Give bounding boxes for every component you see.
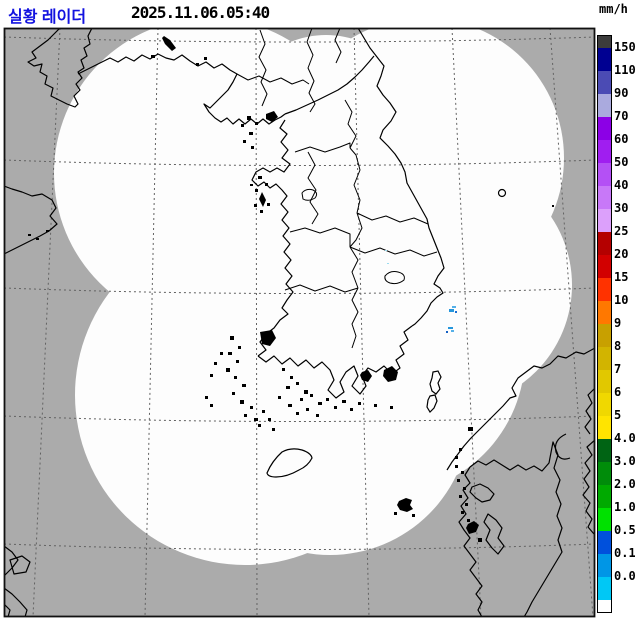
jeju-island [266, 448, 313, 478]
colorbar-tick-label: 150 [614, 40, 635, 54]
colorbar-segment [598, 393, 611, 416]
colorbar-tick-label: 1.0 [614, 500, 635, 514]
tsushima-island [429, 370, 442, 395]
colorbar-segment [598, 324, 611, 347]
colorbar-segment [598, 163, 611, 186]
colorbar-segment [598, 577, 611, 600]
colorbar-tick-label: 40 [614, 178, 629, 192]
colorbar-segment [598, 439, 611, 462]
map-frame [3, 27, 596, 618]
colorbar-segment [598, 301, 611, 324]
header: 실황 레이더 2025.11.06.05:40 [0, 0, 635, 27]
colorbar-tick-label: 10 [614, 293, 629, 307]
radar-coverage-area [54, 28, 572, 565]
colorbar-tick-label: 3.0 [614, 454, 635, 468]
colorbar-segment [598, 255, 611, 278]
colorbar-segment [598, 48, 611, 71]
colorbar-tick-label: 4.0 [614, 431, 635, 445]
colorbar-segment [598, 209, 611, 232]
page-title: 실황 레이더 [8, 9, 87, 26]
colorbar-segment [598, 186, 611, 209]
colorbar-segment [598, 370, 611, 393]
colorbar-tick-label: 7 [614, 362, 622, 376]
colorbar-tick-label: 0.5 [614, 523, 635, 537]
colorbar-tick-label: 70 [614, 109, 629, 123]
colorbar-segment [598, 416, 611, 439]
colorbar-segment [598, 140, 611, 163]
colorbar-segment [598, 485, 611, 508]
unit-label: mm/h [599, 2, 628, 16]
colorbar-segment [598, 278, 611, 301]
colorbar-tick-label: 8 [614, 339, 622, 353]
colorbar-scale [597, 35, 612, 613]
colorbar-segment [598, 71, 611, 94]
colorbar-segment [598, 554, 611, 577]
colorbar-segment [598, 347, 611, 370]
colorbar-tick-label: 25 [614, 224, 629, 238]
colorbar-tick-label: 90 [614, 86, 629, 100]
colorbar-segment [598, 508, 611, 531]
colorbar-tick-label: 0.1 [614, 546, 635, 560]
colorbar-tick-label: 5 [614, 408, 622, 422]
colorbar-segment [598, 531, 611, 554]
outlined-islands [266, 188, 507, 478]
colorbar-tick-label: 0.0 [614, 569, 635, 583]
province-borders [236, 28, 438, 349]
colorbar-tick-label: 15 [614, 270, 629, 284]
colorbar-tick-label: 20 [614, 247, 629, 261]
graticule-grid [4, 28, 595, 617]
colorbar-tick-label: 60 [614, 132, 629, 146]
colorbar-segment-bottom [598, 600, 611, 612]
colorbar-tick-label: 2.0 [614, 477, 635, 491]
observation-timestamp: 2025.11.06.05:40 [131, 3, 270, 22]
colorbar-segment-top [598, 36, 611, 48]
colorbar-tick-label: 6 [614, 385, 622, 399]
islands [28, 36, 554, 542]
colorbar-tick-label: 30 [614, 201, 629, 215]
colorbar-segment [598, 117, 611, 140]
colorbar-segment [598, 94, 611, 117]
ulleungdo-island [497, 188, 507, 198]
coastlines [4, 28, 595, 617]
colorbar-tick-label: 50 [614, 155, 629, 169]
colorbar-segment [598, 232, 611, 255]
colorbar-tick-label: 9 [614, 316, 622, 330]
colorbar-segment [598, 462, 611, 485]
colorbar-tick-label: 110 [614, 63, 635, 77]
